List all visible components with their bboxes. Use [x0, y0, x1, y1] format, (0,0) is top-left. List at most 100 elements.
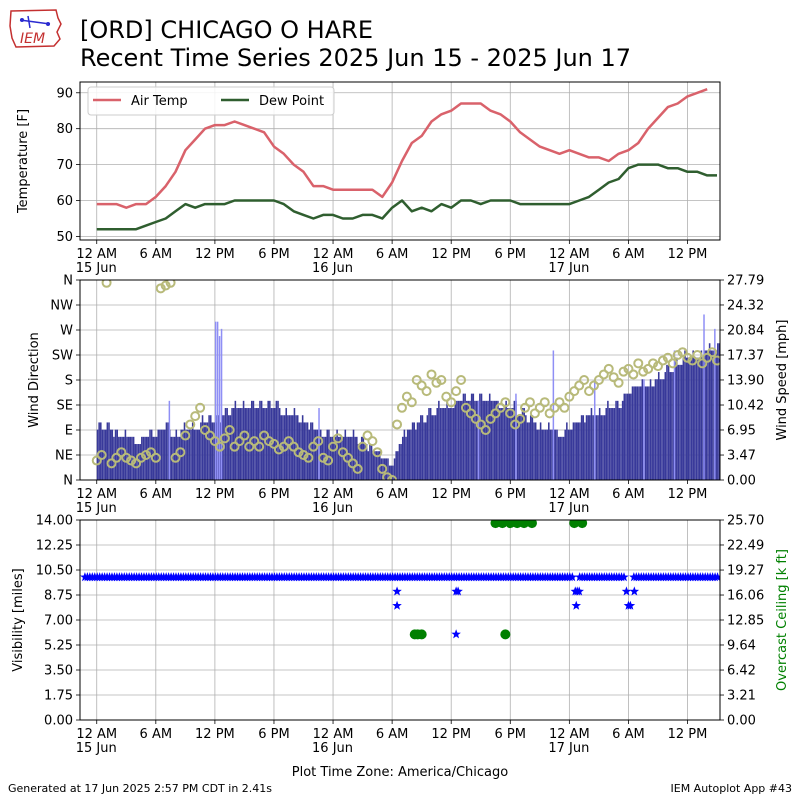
wind-direction-marker	[480, 425, 491, 435]
wind-direction-marker	[456, 375, 467, 385]
wind-speed-bar	[172, 436, 174, 480]
wind-speed-bar	[608, 408, 611, 480]
wind-speed-bar	[383, 458, 386, 480]
wind-speed-bar	[631, 386, 634, 480]
wind-speed-bar	[518, 415, 521, 480]
wind-speed-bar	[203, 422, 205, 480]
wind-speed-bar	[349, 436, 352, 480]
wind-speed-bar	[600, 415, 603, 480]
y-tick-label: S	[65, 374, 73, 389]
wind-speed-bar	[152, 436, 155, 480]
wind-speed-bar	[495, 400, 498, 480]
wind-speed-bar	[280, 415, 283, 480]
wind-direction-marker	[608, 372, 619, 383]
x-tick-date: 16 Jun	[312, 741, 353, 756]
wind-speed-bar	[464, 393, 466, 480]
wind-speed-bar	[360, 436, 363, 480]
visibility-marker	[451, 629, 461, 639]
y2-tick-label: 6.95	[727, 423, 756, 438]
wind-speed-bar	[685, 357, 688, 480]
wind-direction-marker	[382, 472, 393, 480]
wind-speed-bar	[292, 415, 294, 480]
wind-speed-bar	[587, 415, 589, 480]
visibility-marker	[625, 600, 636, 610]
wind-speed-bar	[173, 436, 176, 480]
wind-speed-bar	[521, 408, 524, 480]
wind-direction-marker	[288, 441, 299, 452]
wind-speed-bar	[656, 379, 658, 480]
wind-speed-bar	[359, 444, 361, 480]
wind-speed-bar	[672, 372, 675, 480]
wind-gust-bar	[515, 393, 517, 480]
iem-logo: IEM	[8, 8, 64, 54]
wind-speed-bar	[534, 422, 537, 480]
wind-speed-bar	[249, 408, 251, 480]
wind-direction-marker	[569, 386, 580, 397]
x-tick-label: 6 PM	[258, 247, 289, 262]
wind-speed-bar	[410, 429, 412, 480]
wind-direction-marker	[697, 358, 708, 369]
wind-speed-bar	[589, 415, 591, 480]
wind-gust-bar	[593, 379, 596, 480]
y2-tick-label: 12.85	[727, 614, 764, 629]
wind-direction-marker	[254, 441, 265, 452]
wind-speed-bar	[717, 343, 719, 480]
wind-speed-bar	[298, 422, 301, 480]
wind-speed-bar	[689, 357, 691, 480]
wind-speed-bar	[411, 422, 414, 480]
wind-speed-bar	[659, 379, 662, 480]
wind-speed-bar	[605, 408, 608, 480]
wind-speed-bar	[664, 372, 667, 480]
y-tick-label: 70	[56, 158, 73, 173]
wind-direction-marker	[623, 363, 634, 374]
wind-speed-bar	[260, 400, 263, 480]
wind-speed-bar	[375, 451, 378, 480]
y-tick-label: N	[63, 274, 73, 289]
wind-direction-ylabel: Wind Direction	[27, 332, 42, 428]
wind-speed-bar	[374, 451, 376, 480]
wind-gust-bar	[477, 400, 480, 480]
wind-speed-bar	[626, 393, 629, 480]
wind-direction-marker	[200, 425, 211, 435]
wind-speed-bar	[503, 408, 506, 480]
x-tick-label: 12 AM	[313, 727, 354, 742]
wind-direction-marker	[140, 450, 151, 460]
wind-speed-bar	[415, 429, 417, 480]
y-tick-label: 80	[56, 122, 73, 137]
wind-speed-bar	[393, 458, 396, 480]
wind-direction-marker	[160, 280, 171, 291]
wind-direction-marker	[234, 436, 245, 447]
wind-speed-bar	[616, 400, 619, 480]
wind-speed-bar	[328, 429, 330, 480]
wind-speed-bar	[408, 429, 411, 480]
wind-direction-marker	[460, 402, 471, 413]
wind-direction-marker	[303, 452, 314, 463]
wind-speed-bar	[390, 465, 393, 480]
wind-direction-marker	[116, 447, 127, 458]
wind-speed-bar	[177, 436, 179, 480]
wind-speed-bar	[467, 400, 470, 480]
x-tick-label: 12 AM	[549, 247, 590, 262]
wind-direction-marker	[283, 436, 294, 447]
wind-speed-bar	[392, 465, 394, 480]
wind-direction-marker	[387, 475, 398, 480]
x-tick-label: 12 AM	[549, 487, 590, 502]
temperature-series	[96, 88, 717, 231]
wind-speed-bar	[570, 429, 573, 480]
wind-speed-bar	[634, 386, 637, 480]
wind-speed-bar	[439, 408, 442, 480]
wind-speed-bar	[644, 386, 647, 480]
wind-direction-marker	[318, 452, 329, 463]
wind-direction-marker	[273, 444, 284, 455]
ceiling-marker	[500, 629, 511, 640]
wind-speed-bar	[213, 422, 215, 480]
wind-speed-bar	[333, 436, 335, 480]
wind-direction-marker	[662, 352, 673, 363]
wind-direction-marker	[185, 419, 196, 430]
wind-speed-bar	[566, 422, 568, 480]
visibility-marker	[453, 586, 463, 596]
wind-direction-marker	[239, 430, 250, 441]
visibility-series	[80, 520, 720, 640]
wind-speed-bar	[252, 400, 255, 480]
